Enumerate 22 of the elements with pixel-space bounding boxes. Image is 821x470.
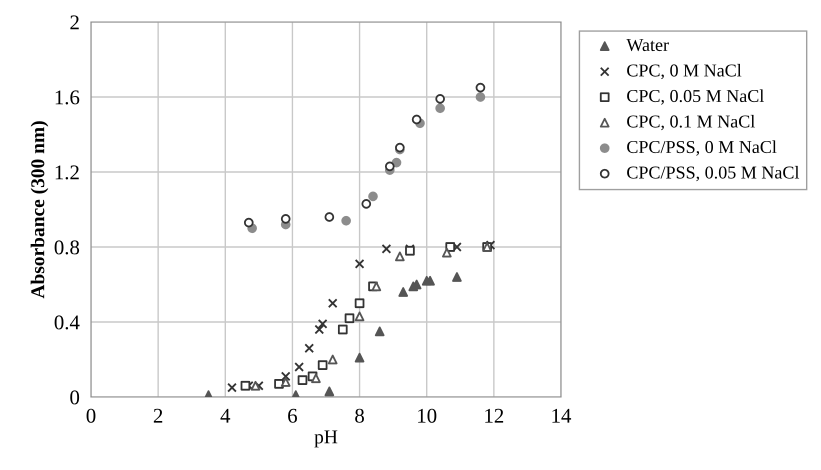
y-tick-label: 2 bbox=[70, 15, 79, 30]
y-tick-label: 0 bbox=[70, 390, 80, 404]
y-axis-title: Absorbance (300 nm) bbox=[30, 121, 48, 298]
legend-label: CPC, 0.1 M NaCl bbox=[627, 114, 755, 130]
y-tick-label: 1.2 bbox=[56, 165, 79, 180]
y-tick-label: 0.4 bbox=[54, 315, 80, 330]
x-tick-label: 6 bbox=[288, 408, 298, 423]
legend-label: CPC, 0 M NaCl bbox=[627, 64, 742, 80]
legend-label: Water bbox=[626, 39, 669, 52]
x-tick-label: 14 bbox=[552, 408, 572, 423]
legend-label: CPC, 0.05 M NaCl bbox=[627, 89, 764, 105]
x-tick-label: 12 bbox=[485, 408, 504, 423]
x-tick-label: 4 bbox=[220, 408, 230, 423]
y-tick-label: 0.8 bbox=[54, 240, 80, 255]
x-tick-label: 2 bbox=[154, 408, 162, 423]
x-tick-label: 10 bbox=[418, 408, 436, 423]
y-tick-label: 1.6 bbox=[56, 90, 80, 105]
legend-label: CPC/PSS, 0.05 M NaCl bbox=[627, 166, 800, 182]
x-axis-title: pH bbox=[314, 430, 338, 448]
x-tick-label: 8 bbox=[355, 408, 364, 423]
x-tick-label: 0 bbox=[86, 408, 96, 423]
legend-label: CPC/PSS, 0 M NaCl bbox=[627, 140, 777, 156]
